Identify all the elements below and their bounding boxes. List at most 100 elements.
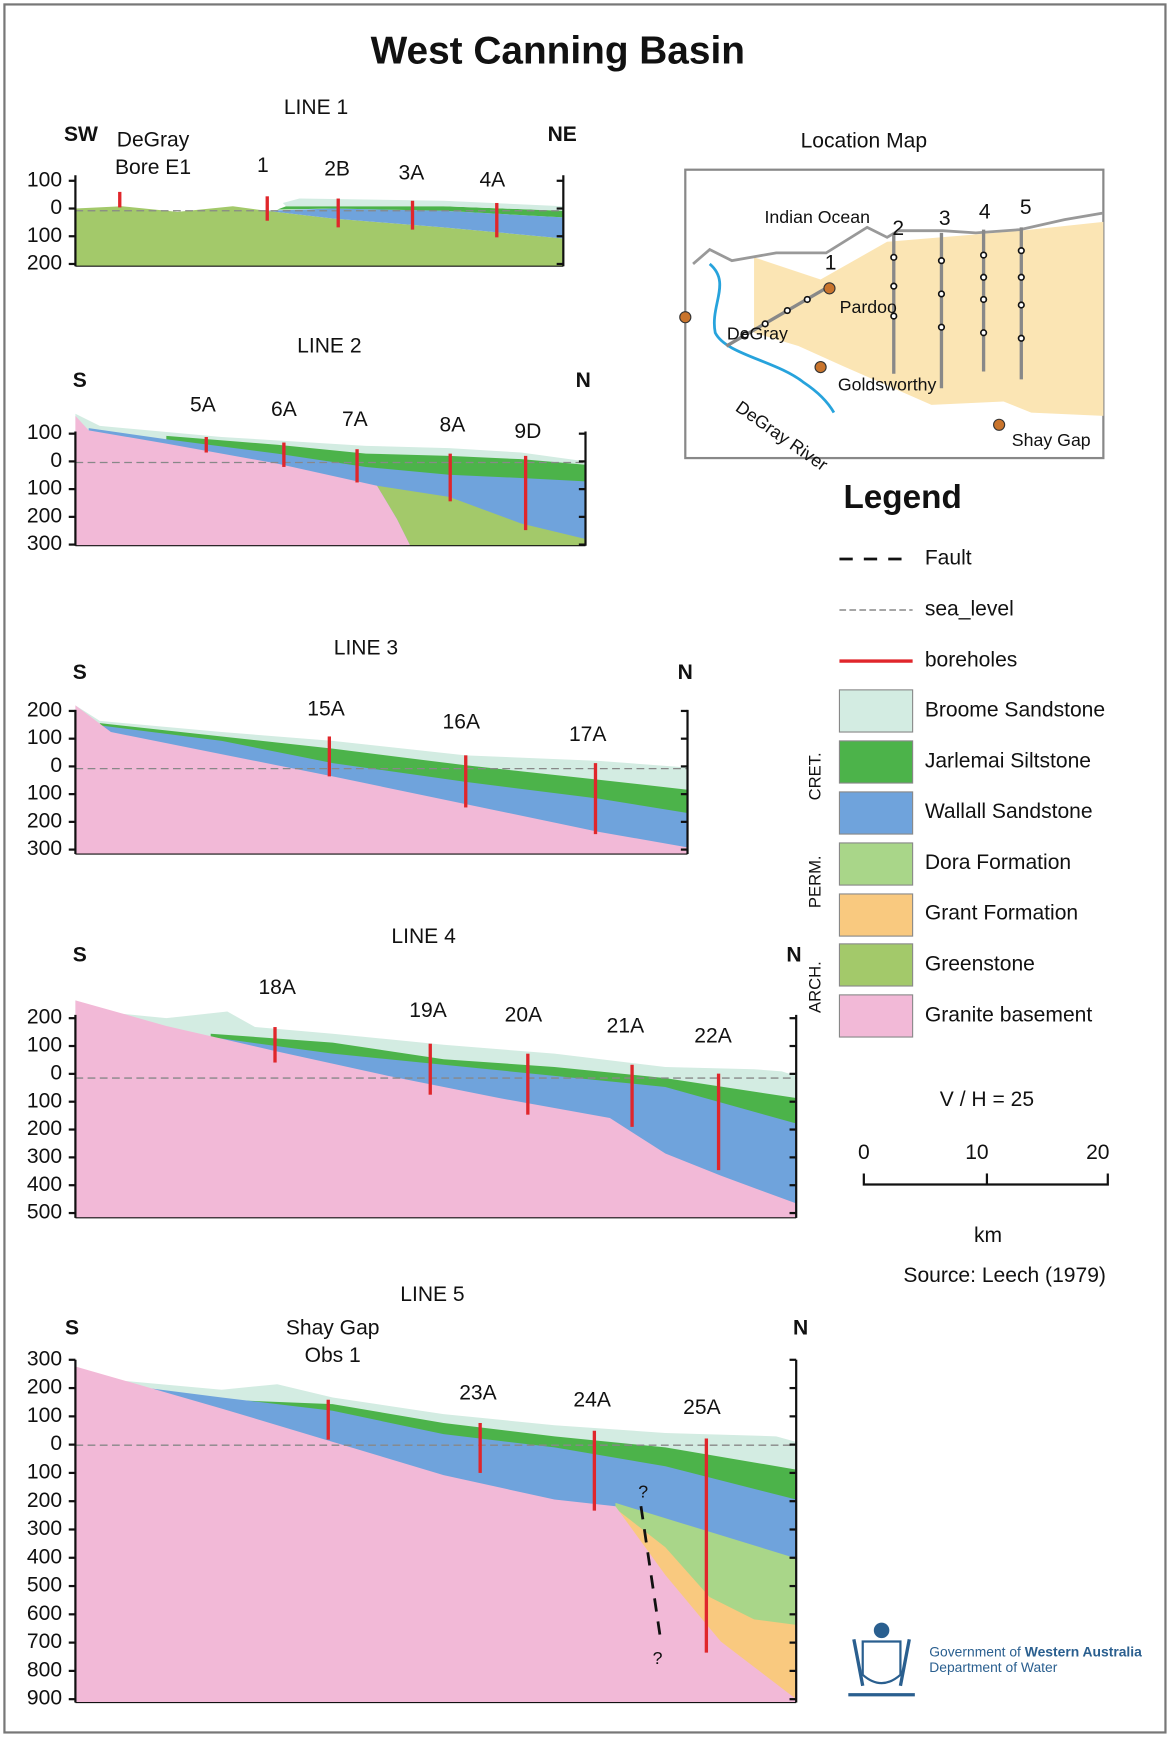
map-line-label: 4 [979,201,991,224]
borehole-label: 4A [479,168,505,191]
scale: V / H = 25 km Source: Leech (1979) [862,1088,1109,1287]
depth-label: 0 [50,1432,62,1455]
depth-label: 200 [27,809,62,832]
fault-query: ? [653,1648,663,1668]
direction-left: S [73,369,87,392]
scale-tick-label: 10 [965,1141,988,1164]
map-place: DeGray [727,324,788,344]
borehole-label: 15A [307,697,344,720]
borehole-label: 25A [683,1396,720,1419]
legend: Legend [838,479,962,1038]
borehole-label: 1 [257,154,269,177]
borehole-label: 9D [514,420,541,443]
map-line-label: 1 [825,252,837,275]
depth-label: 100 [27,782,62,805]
section-4 [75,1000,797,1218]
depth-label: 300 [27,1347,62,1370]
map-place: Shay Gap [1012,430,1091,450]
depth-label: 100 [27,726,62,749]
scale-tick-label: 0 [858,1141,870,1164]
borehole-label: 6A [271,398,297,421]
map-place: Goldsworthy [838,375,937,395]
legend-line-label: sea_level [925,598,1014,621]
borehole-label: 24A [573,1388,610,1411]
legend-title: Legend [844,479,962,516]
map-line-label: 3 [939,207,951,230]
borehole-label: 16A [443,711,480,734]
depth-label: 100 [27,1460,62,1483]
legend-unit-label: Greenstone [925,953,1035,976]
depth-label: 900 [27,1687,62,1710]
borehole-label: 19A [409,999,446,1022]
direction-right: N [786,944,801,967]
depth-label: 100 [27,224,62,247]
direction-right: N [576,369,591,392]
legend-line-label: Fault [925,547,972,570]
source: Source: Leech (1979) [903,1264,1106,1287]
depth-label: 200 [27,1117,62,1140]
depth-label: 300 [27,837,62,860]
logo-line-1: Government of Western Australia [929,1643,1142,1659]
section-title: LINE 1 [284,96,348,119]
logo-line-2: Department of Water [929,1659,1057,1675]
depth-label: 600 [27,1602,62,1625]
map-title: Location Map [801,130,927,153]
depth-label: 200 [27,699,62,722]
direction-left: S [73,944,87,967]
depth-label: 100 [27,1034,62,1057]
section-2 [75,413,586,546]
borehole-label: 2B [324,157,350,180]
depth-label: 200 [27,1489,62,1512]
borehole-label: 18A [258,976,295,999]
borehole-label: 17A [569,723,606,746]
section-5 [75,1366,797,1703]
borehole-name: Bore E1 [115,156,191,179]
depth-label: 200 [27,1006,62,1029]
depth-label: 0 [50,196,62,219]
direction-left: S [65,1316,79,1339]
section-title: LINE 2 [297,335,361,358]
scale-tick-label: 20 [1086,1141,1109,1164]
depth-label: 100 [27,1089,62,1112]
borehole-label: 7A [342,408,368,431]
depth-label: 300 [27,1145,62,1168]
borehole-label: 5A [190,394,216,417]
legend-unit-label: Jarlemai Siltstone [925,749,1091,772]
depth-label: 0 [50,754,62,777]
scale-unit: km [974,1224,1002,1247]
borehole-name: Obs 1 [305,1344,361,1367]
legend-line-label: boreholes [925,649,1018,672]
legend-unit-label: Granite basement [925,1003,1093,1026]
legend-unit-label: Broome Sandstone [925,699,1105,722]
depth-label: 400 [27,1545,62,1568]
direction-left: S [73,661,87,684]
legend-unit-label: Dora Formation [925,851,1071,874]
logo: Government of Western Australia Departme… [848,1622,1142,1697]
fault-query: ? [638,1482,648,1502]
depth-label: 0 [50,449,62,472]
scale-ratio: V / H = 25 [940,1088,1034,1111]
depth-label: 100 [27,477,62,500]
borehole-label: 22A [694,1025,731,1048]
depth-label: 500 [27,1574,62,1597]
borehole-label: 20A [505,1004,542,1027]
depth-label: 400 [27,1173,62,1196]
legend-group: PERM. [806,855,825,908]
title: West Canning Basin [371,29,745,72]
depth-label: 300 [27,1517,62,1540]
section-3 [75,705,688,855]
depth-label: 300 [27,532,62,555]
borehole-label: 21A [607,1015,644,1038]
direction-left: SW [64,123,98,146]
depth-label: 200 [27,504,62,527]
borehole-name: DeGray [117,128,190,151]
map-line-label: 5 [1020,196,1032,219]
legend-group: ARCH. [806,961,825,1013]
depth-label: 800 [27,1658,62,1681]
section-title: LINE 4 [391,925,456,948]
depth-label: 500 [27,1201,62,1224]
section-title: LINE 3 [334,636,398,659]
depth-label: 100 [27,1404,62,1427]
